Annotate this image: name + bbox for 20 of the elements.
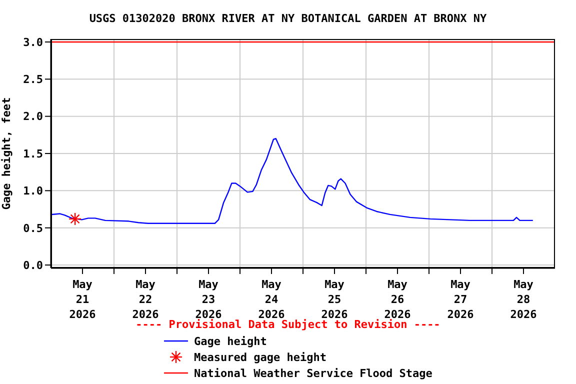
chart-title: USGS 01302020 BRONX RIVER AT NY BOTANICAL GARDEN AT BRONX NY	[88, 12, 488, 25]
legend-label: Measured gage height	[194, 350, 326, 364]
x-tick-label: May 22 2026	[132, 278, 160, 321]
x-tick-label: May 24 2026	[258, 278, 286, 321]
y-tick-label: 0.5	[23, 222, 43, 235]
y-tick-label: 1.0	[23, 184, 43, 198]
y-tick-label: 2.5	[23, 73, 43, 86]
y-tick-label: 3.0	[23, 36, 43, 49]
x-tick-label: May 25 2026	[321, 278, 348, 321]
y-axis-title: Gage height, feet	[0, 97, 13, 210]
legend-label: National Weather Service Flood Stage	[194, 366, 432, 380]
legend-label: Gage height	[194, 334, 267, 348]
y-tick-label: 1.5	[23, 147, 43, 160]
y-tick-label: 2.0	[23, 110, 43, 124]
line-series	[51, 138, 534, 224]
text: ---- Provisional Data Subject to Revision ----	[136, 318, 440, 331]
x-tick-label: May 21 2026	[69, 278, 96, 321]
x-tick-label: May 27 2026	[447, 278, 474, 321]
y-tick-label: 0.0	[23, 258, 43, 272]
x-tick-label: May 28 2026	[510, 278, 538, 321]
